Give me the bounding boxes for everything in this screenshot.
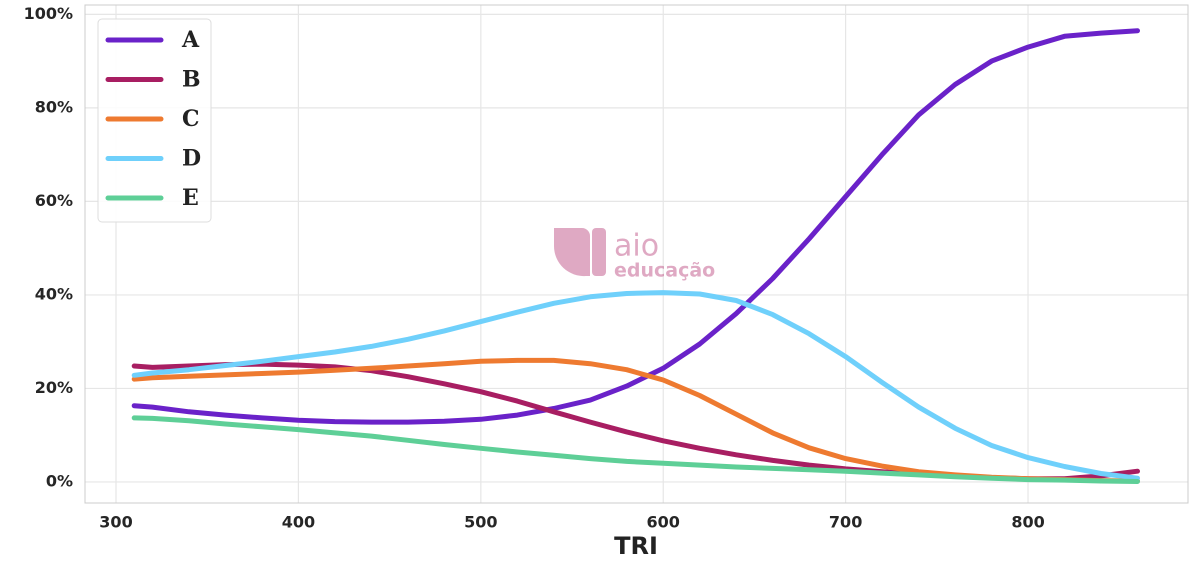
x-axis-label: TRI	[614, 532, 658, 560]
line-series	[131, 415, 1140, 484]
x-tick-label: 600	[647, 513, 680, 532]
y-tick-label: 20%	[35, 378, 73, 397]
line-series	[131, 28, 1140, 425]
y-tick-label: 0%	[46, 471, 73, 490]
x-tick-label: 700	[829, 513, 862, 532]
watermark-logo: aio educação	[553, 228, 715, 282]
grid	[85, 5, 1188, 503]
x-tick-label: 500	[464, 513, 497, 532]
legend-label: B	[182, 67, 201, 93]
x-tick-label: 300	[99, 513, 132, 532]
logo-bar	[592, 228, 606, 276]
watermark-text: aio	[614, 229, 659, 264]
y-tick-label: 40%	[35, 284, 73, 303]
watermark-subtext: educação	[614, 260, 715, 282]
plot-frame	[84, 4, 1189, 504]
x-tick-label: 400	[282, 513, 315, 532]
y-tick-label: 80%	[35, 97, 73, 116]
x-tick-label: 800	[1011, 513, 1044, 532]
legend-label: A	[181, 27, 200, 53]
legend-label: E	[182, 185, 199, 211]
line-series	[131, 290, 1140, 481]
legend-label: C	[182, 106, 200, 132]
y-tick-label: 60%	[35, 191, 73, 210]
lines	[131, 28, 1140, 484]
legend-label: D	[182, 146, 201, 172]
y-tick-label: 100%	[24, 4, 73, 23]
logo-shape	[553, 228, 590, 277]
